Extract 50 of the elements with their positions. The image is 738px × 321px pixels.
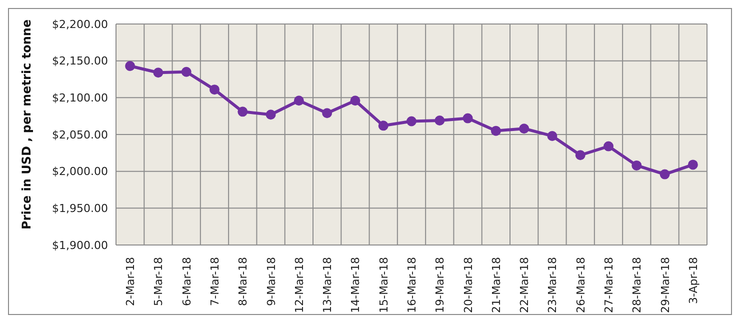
x-tick-label: 14-Mar-18 [349,257,362,313]
point [378,120,388,131]
x-tick-label: 12-Mar-18 [292,257,306,313]
x-tick-label: 27-Mar-18 [602,257,616,313]
point [406,116,416,126]
y-tick-label: $2,150.00 [52,54,108,68]
x-tick-label: 5-Mar-18 [152,257,166,306]
point [519,124,530,134]
y-tick-label: $2,200.00 [52,18,108,31]
y-tick-label: $1,950.00 [52,202,108,216]
y-tick-label: $1,900.00 [52,238,108,252]
x-tick-label: 2-Mar-18 [124,257,138,306]
x-tick-label: 22-Mar-18 [518,257,532,313]
x-tick-label: 28-Mar-18 [630,257,644,313]
point [210,84,220,95]
y-tick-label: $2,000.00 [52,165,108,178]
point [660,169,670,180]
point [632,160,642,170]
x-tick-label: 3-Apr-18 [686,257,700,304]
x-tick-label: 13-Mar-18 [321,257,334,313]
x-tick-label: 29-Mar-18 [658,257,672,313]
point [181,66,192,77]
point [462,113,473,124]
y-tick-label: $2,100.00 [52,92,108,105]
point [547,130,558,141]
x-tick-label: 23-Mar-18 [546,257,560,313]
x-tick-label: 7-Mar-18 [208,257,222,306]
point [322,108,332,118]
y-axis-title: Price in USD , per metric tonne [19,19,34,230]
point [294,96,304,106]
point [350,96,360,106]
point [434,116,445,126]
x-tick-label: 19-Mar-18 [434,257,447,313]
point [490,126,501,136]
point [153,68,164,78]
x-tick-label: 20-Mar-18 [462,257,475,313]
point [688,160,698,170]
x-tick-label: 15-Mar-18 [377,257,390,313]
x-tick-label: 26-Mar-18 [574,257,588,313]
point [266,110,276,120]
point [125,60,136,71]
x-tick-label: 8-Mar-18 [236,257,250,306]
x-tick-label: 6-Mar-18 [180,257,194,306]
point [575,150,586,160]
point [604,141,614,152]
x-tick-label: 21-Mar-18 [490,257,503,313]
point [238,106,248,117]
x-tick-label: 16-Mar-18 [406,257,418,313]
x-tick-label: 9-Mar-18 [264,257,278,306]
y-tick-label: $2,050.00 [52,128,108,142]
